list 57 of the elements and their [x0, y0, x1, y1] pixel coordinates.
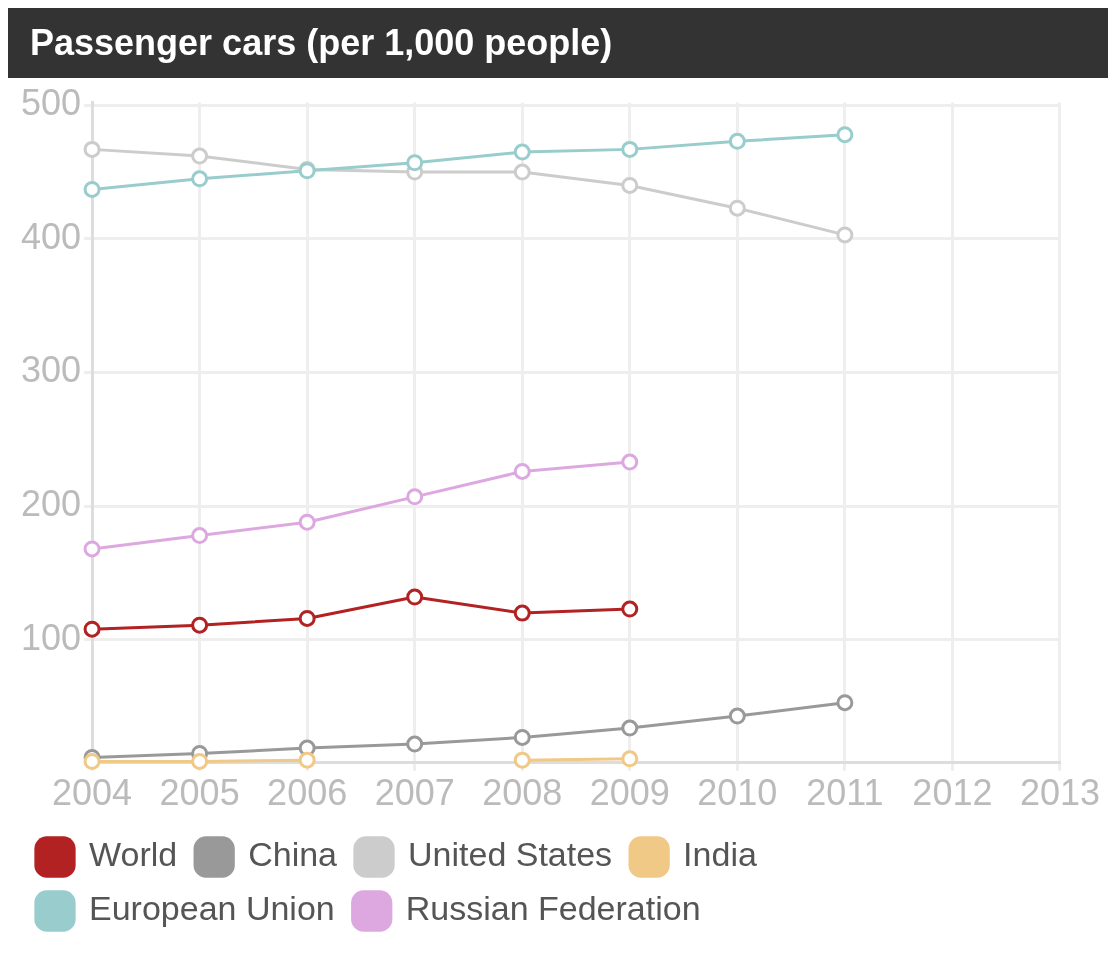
point	[836, 226, 854, 244]
point	[836, 694, 854, 712]
point	[191, 147, 209, 165]
point	[83, 540, 101, 558]
chart-title: Passenger cars (per 1,000 people)	[8, 8, 1108, 78]
x-tick-label: 2013	[1019, 772, 1100, 814]
y-tick-label: 300	[20, 349, 82, 391]
point	[513, 751, 531, 769]
x-tick-label: 2011	[806, 772, 884, 814]
point	[621, 600, 639, 618]
y-tick-label: 400	[20, 215, 82, 257]
point	[621, 750, 639, 768]
point	[83, 752, 101, 770]
point	[298, 751, 316, 769]
point	[621, 140, 639, 158]
point	[83, 620, 101, 638]
point	[83, 140, 101, 158]
legend-label: Russian Federation	[405, 889, 701, 928]
point	[406, 154, 424, 172]
legend-label: United States	[408, 835, 613, 874]
x-tick-label: 2012	[912, 772, 993, 814]
y-tick-label: 200	[20, 483, 82, 525]
x-tick-label: 2007	[374, 772, 455, 814]
point	[513, 728, 531, 746]
point	[191, 752, 209, 770]
y-tick-label: 100	[20, 616, 82, 658]
legend-label: European Union	[89, 889, 335, 928]
point	[406, 735, 424, 753]
x-tick-label: 2008	[482, 772, 563, 814]
point	[406, 588, 424, 606]
point	[513, 462, 531, 480]
point	[621, 176, 639, 194]
x-tick-label: 2005	[159, 772, 240, 814]
point	[298, 513, 316, 531]
y-tick-label: 500	[20, 82, 82, 124]
point	[621, 719, 639, 737]
point	[513, 163, 531, 181]
x-tick-label: 2004	[52, 772, 133, 814]
point	[728, 132, 746, 150]
point	[513, 143, 531, 161]
point	[191, 170, 209, 188]
point	[83, 180, 101, 198]
legend-label: India	[683, 835, 757, 874]
x-tick-label: 2009	[589, 772, 670, 814]
x-tick-label: 2010	[697, 772, 778, 814]
point	[728, 707, 746, 725]
point	[621, 453, 639, 471]
point	[836, 126, 854, 144]
point	[191, 616, 209, 634]
legend-label: World	[89, 835, 178, 874]
point	[191, 527, 209, 545]
x-tick-label: 2006	[267, 772, 348, 814]
legend-label: China	[248, 835, 338, 874]
point	[728, 199, 746, 217]
point	[406, 488, 424, 506]
point	[513, 604, 531, 622]
point	[298, 609, 316, 627]
